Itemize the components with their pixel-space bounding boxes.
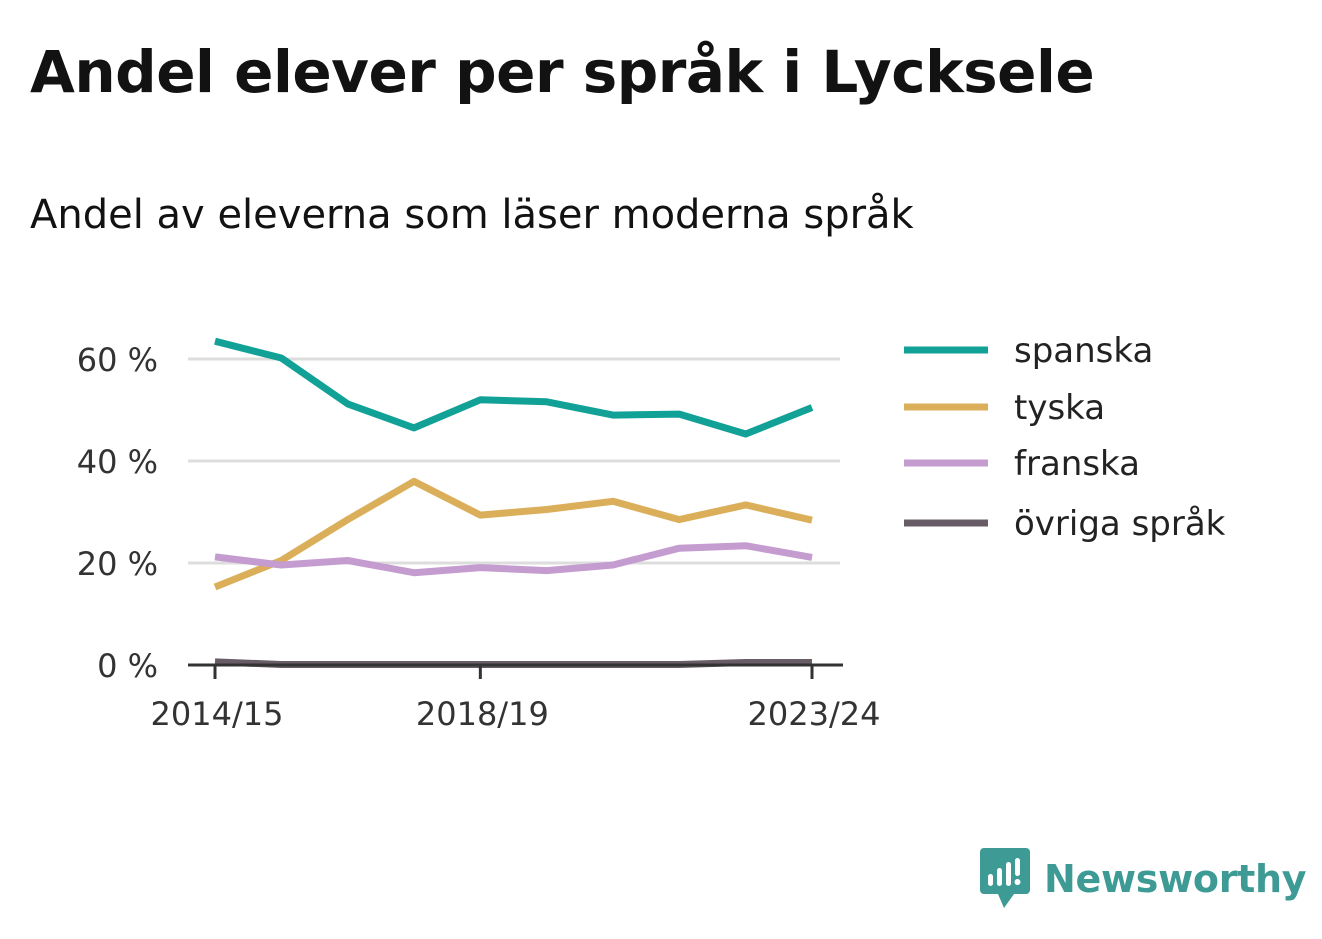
legend-label: spanska xyxy=(1014,331,1153,371)
y-tick-label: 60 % xyxy=(77,341,158,379)
newsworthy-logo-icon xyxy=(980,848,1030,908)
legend-label: övriga språk xyxy=(1014,504,1226,544)
chart-subtitle: Andel av eleverna som läser moderna språ… xyxy=(30,192,914,238)
legend: spanska tyska franska övriga språk xyxy=(904,331,1226,544)
legend-label: franska xyxy=(1014,444,1140,484)
y-tick-label: 40 % xyxy=(77,443,158,481)
series-layer xyxy=(213,337,814,668)
axis-layer: 0 % 20 % 40 % 60 % 2014/15 2018/19 2023/24 xyxy=(77,341,881,733)
series-line-franska xyxy=(214,542,813,577)
grid-layer xyxy=(188,357,840,565)
chart-title: Andel elever per språk i Lycksele xyxy=(30,38,1095,106)
x-tick-label: 2018/19 xyxy=(416,695,549,733)
series-line-tyska xyxy=(213,477,813,591)
series-line-spanska xyxy=(214,337,814,438)
legend-label: tyska xyxy=(1014,388,1105,428)
y-tick-label: 0 % xyxy=(97,647,158,685)
x-tick-label: 2023/24 xyxy=(748,695,881,733)
x-tick-label: 2014/15 xyxy=(151,695,284,733)
newsworthy-logo: Newsworthy xyxy=(980,848,1307,910)
y-tick-label: 20 % xyxy=(77,545,158,583)
brand-name: Newsworthy xyxy=(1044,857,1307,901)
